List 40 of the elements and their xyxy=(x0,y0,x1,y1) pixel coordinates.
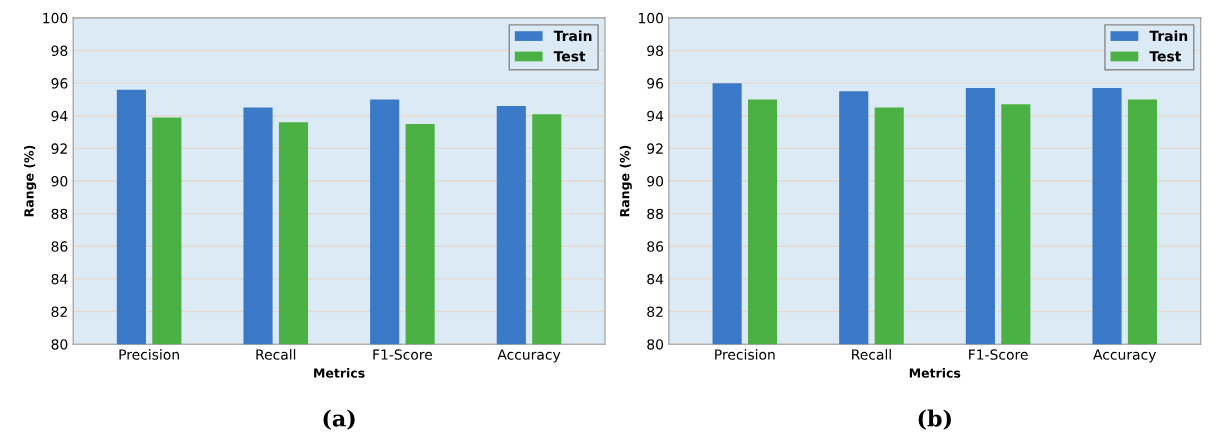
legend-label: Test xyxy=(553,51,586,62)
x-tick-label: Accuracy xyxy=(497,349,561,363)
y-tick-label: 86 xyxy=(647,241,664,252)
y-tick-label: 96 xyxy=(647,78,664,89)
y-axis-title: Range (%) xyxy=(619,145,632,217)
y-tick-label: 82 xyxy=(647,306,663,318)
legend-label: Test xyxy=(1149,51,1182,62)
y-tick-label: 90 xyxy=(51,176,68,187)
x-tick-label: Precision xyxy=(119,349,179,360)
x-axis-title: Metrics xyxy=(314,368,365,378)
y-axis-title: Range (%) xyxy=(24,145,37,217)
x-tick-label: F1-Score xyxy=(373,349,433,360)
y-tick-label: 82 xyxy=(51,306,67,318)
y-tick-label: 84 xyxy=(647,273,664,285)
y-tick-label: 88 xyxy=(647,208,664,220)
y-tick-label: 100 xyxy=(43,12,68,24)
x-tick-label: Accuracy xyxy=(1093,349,1157,363)
y-tick-label: 96 xyxy=(51,78,68,89)
y-tick-label: 86 xyxy=(51,241,68,252)
legend-label: Train xyxy=(1149,30,1188,42)
y-tick-label: 92 xyxy=(647,143,663,154)
text: (a) xyxy=(323,409,355,430)
y-tick-label: 84 xyxy=(51,273,68,285)
y-tick-label: 90 xyxy=(647,176,664,187)
y-tick-label: 92 xyxy=(51,143,67,154)
x-tick-label: F1-Score xyxy=(969,349,1028,360)
x-tick-label: Recall xyxy=(256,349,296,360)
y-tick-label: 98 xyxy=(647,45,664,56)
y-tick-label: 80 xyxy=(51,339,68,350)
y-tick-label: 88 xyxy=(51,208,68,220)
x-tick-label: Recall xyxy=(852,349,891,360)
x-axis-title: Metrics xyxy=(909,368,961,378)
y-tick-label: 94 xyxy=(51,110,68,122)
y-tick-label: 94 xyxy=(647,110,664,122)
y-tick-label: 100 xyxy=(638,12,664,24)
text: (b) xyxy=(918,409,951,430)
x-tick-label: Precision xyxy=(715,349,775,360)
y-tick-label: 98 xyxy=(51,45,68,56)
legend-label: Train xyxy=(553,30,592,42)
y-tick-label: 80 xyxy=(647,339,664,350)
